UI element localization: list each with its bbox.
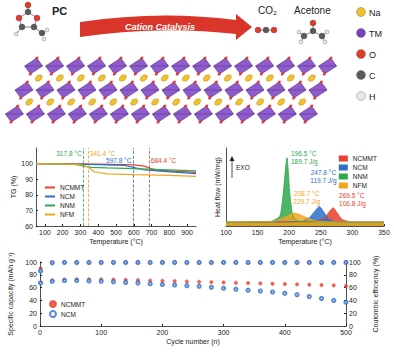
svg-text:200: 200 <box>157 329 169 336</box>
svg-text:NCMMT: NCMMT <box>61 301 85 308</box>
svg-text:O: O <box>369 50 376 60</box>
svg-text:500: 500 <box>110 229 122 236</box>
svg-text:597.8 °C: 597.8 °C <box>106 157 132 164</box>
svg-text:100: 100 <box>25 259 37 266</box>
svg-text:208.7 °C: 208.7 °C <box>294 190 320 197</box>
svg-text:PC: PC <box>52 5 67 17</box>
svg-text:300: 300 <box>75 229 87 236</box>
svg-text:300: 300 <box>347 229 359 236</box>
svg-text:Na: Na <box>369 8 381 18</box>
svg-text:229.7 J/g: 229.7 J/g <box>293 198 320 206</box>
svg-text:0: 0 <box>33 323 37 330</box>
svg-text:Temperature (°C): Temperature (°C) <box>89 238 143 246</box>
svg-text:196.5 °C: 196.5 °C <box>291 150 317 157</box>
svg-text:NCMMT: NCMMT <box>60 184 84 191</box>
svg-text:0: 0 <box>349 322 353 330</box>
svg-text:106.8 J/g: 106.8 J/g <box>339 200 366 208</box>
svg-text:600: 600 <box>128 229 140 236</box>
svg-text:341.4 °C: 341.4 °C <box>90 150 116 157</box>
svg-text:150: 150 <box>252 229 264 236</box>
svg-text:100: 100 <box>39 229 51 236</box>
svg-text:119.7 J/g: 119.7 J/g <box>310 177 337 185</box>
svg-text:NNM: NNM <box>353 173 368 180</box>
svg-text:Acetone: Acetone <box>294 5 331 16</box>
svg-text:0: 0 <box>38 329 42 336</box>
svg-text:247.8 °C: 247.8 °C <box>311 169 337 176</box>
svg-text:200: 200 <box>57 229 69 236</box>
svg-text:NFM: NFM <box>60 211 74 218</box>
svg-text:NCMMT: NCMMT <box>353 155 377 162</box>
svg-text:684.4 °C: 684.4 °C <box>151 157 177 164</box>
svg-text:Coulombic efficiency (%): Coulombic efficiency (%) <box>372 256 380 333</box>
svg-text:100: 100 <box>21 160 33 167</box>
svg-text:NFM: NFM <box>353 182 367 189</box>
svg-text:300: 300 <box>218 329 230 336</box>
svg-text:CO₂: CO₂ <box>258 5 277 16</box>
svg-text:400: 400 <box>279 329 291 336</box>
svg-text:80: 80 <box>25 191 33 198</box>
svg-text:60: 60 <box>29 284 37 291</box>
svg-text:NNM: NNM <box>60 202 75 209</box>
svg-text:80: 80 <box>349 271 357 278</box>
svg-text:NCM: NCM <box>61 311 76 318</box>
svg-text:250: 250 <box>315 229 327 236</box>
svg-text:C: C <box>369 71 376 81</box>
svg-text:900: 900 <box>181 229 193 236</box>
svg-text:NCM: NCM <box>60 193 75 200</box>
svg-text:80: 80 <box>29 271 37 278</box>
svg-text:Cation Catalysis: Cation Catalysis <box>125 22 195 32</box>
svg-text:100: 100 <box>95 329 107 336</box>
svg-text:20: 20 <box>349 310 357 317</box>
svg-text:Cycle number (n): Cycle number (n) <box>166 338 220 346</box>
svg-text:H: H <box>369 92 376 102</box>
svg-text:60: 60 <box>349 284 357 291</box>
svg-text:700: 700 <box>146 229 158 236</box>
svg-text:100: 100 <box>220 229 232 236</box>
svg-text:60: 60 <box>25 223 33 230</box>
svg-text:40: 40 <box>29 297 37 304</box>
svg-text:200: 200 <box>283 229 295 236</box>
svg-text:Heat flow (mW/mg): Heat flow (mW/mg) <box>214 157 222 217</box>
svg-text:TG (%): TG (%) <box>10 176 18 199</box>
svg-text:350: 350 <box>378 229 390 236</box>
svg-text:269.5 °C: 269.5 °C <box>339 192 365 199</box>
svg-text:70: 70 <box>25 207 33 214</box>
svg-text:TM: TM <box>369 29 382 39</box>
svg-text:500: 500 <box>340 329 352 336</box>
svg-text:100: 100 <box>349 259 361 266</box>
svg-text:20: 20 <box>29 310 37 317</box>
svg-text:189.7 J/g: 189.7 J/g <box>291 158 318 166</box>
svg-text:EXO: EXO <box>236 164 250 171</box>
svg-text:Specific capacity (mAh g⁻¹): Specific capacity (mAh g⁻¹) <box>7 252 15 335</box>
svg-text:317.8 °C: 317.8 °C <box>56 150 82 157</box>
svg-text:Temperature (°C): Temperature (°C) <box>278 238 332 246</box>
svg-text:40: 40 <box>349 297 357 304</box>
svg-text:90: 90 <box>25 176 33 183</box>
svg-text:400: 400 <box>92 229 104 236</box>
svg-text:NCM: NCM <box>353 164 368 171</box>
svg-text:800: 800 <box>163 229 175 236</box>
